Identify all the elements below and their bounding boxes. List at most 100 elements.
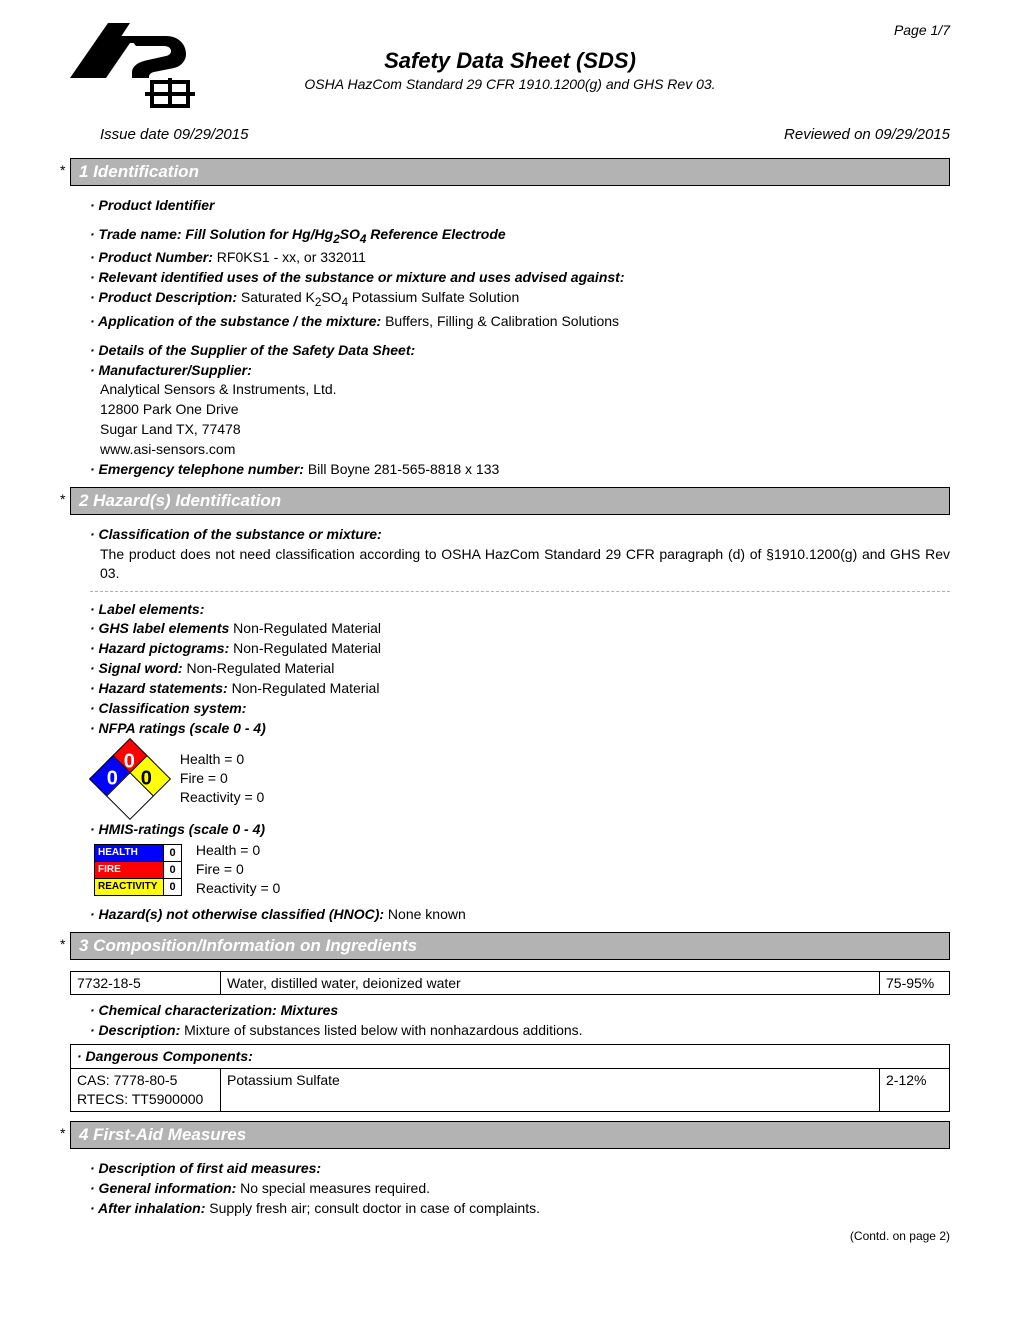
- asterisk-icon: *: [60, 491, 65, 507]
- company-logo: [70, 18, 200, 108]
- manufacturer-label: · Manufacturer/Supplier:: [90, 362, 252, 378]
- trade-name-label: · Trade name: Fill Solution for Hg/Hg: [90, 226, 333, 242]
- hmis-react-label: REACTIVITY: [95, 879, 163, 895]
- hmis-label: · HMIS-ratings (scale 0 - 4): [90, 821, 265, 837]
- product-number-value: RF0KS1 - xx, or 332011: [213, 249, 366, 265]
- hmis-health-text: Health = 0: [196, 841, 280, 860]
- composition-table-2: · Dangerous Components: CAS: 7778-80-5 R…: [70, 1044, 950, 1112]
- asterisk-icon: *: [60, 1125, 65, 1141]
- section-3: * 3 Composition/Information on Ingredien…: [70, 932, 950, 960]
- doc-title: Safety Data Sheet (SDS): [70, 48, 950, 74]
- hmis-fire-val: 0: [163, 862, 181, 878]
- comp2-cas: CAS: 7778-80-5: [77, 1071, 214, 1090]
- product-desc-tail: Potassium Sulfate Solution: [348, 289, 519, 305]
- product-desc-mid: SO: [321, 289, 341, 305]
- application-value: Buffers, Filling & Calibration Solutions: [381, 313, 619, 329]
- comp2-rtecs: RTECS: TT5900000: [77, 1090, 214, 1109]
- comp2-pct: 2-12%: [880, 1069, 950, 1112]
- contd-footer: (Contd. on page 2): [0, 1229, 1020, 1243]
- manufacturer-web: www.asi-sensors.com: [90, 440, 950, 459]
- relevant-uses-label: · Relevant identified uses of the substa…: [90, 269, 624, 285]
- section-1-body: · Product Identifier · Trade name: Fill …: [70, 189, 950, 484]
- reviewed-on: Reviewed on 09/29/2015: [784, 126, 950, 143]
- nfpa-react-text: Reactivity = 0: [180, 788, 264, 807]
- hmis-health-label: HEALTH: [95, 845, 163, 861]
- desc-value: Mixture of substances listed below with …: [180, 1022, 582, 1038]
- composition-table-1: 7732-18-5 Water, distilled water, deioni…: [70, 971, 950, 996]
- comp2-name: Potassium Sulfate: [221, 1069, 880, 1112]
- chem-char-label: · Chemical characterization: Mixtures: [90, 1002, 338, 1018]
- section-1: * 1 Identification: [70, 158, 950, 186]
- table-row: CAS: 7778-80-5 RTECS: TT5900000 Potassiu…: [71, 1069, 950, 1112]
- hnoc-label: · Hazard(s) not otherwise classified (HN…: [90, 906, 384, 922]
- emergency-label: · Emergency telephone number:: [90, 461, 304, 477]
- nfpa-label: · NFPA ratings (scale 0 - 4): [90, 720, 266, 736]
- class-system-label: · Classification system:: [90, 700, 246, 716]
- product-identifier-label: · Product Identifier: [90, 197, 214, 213]
- dates-row: Issue date 09/29/2015 Reviewed on 09/29/…: [0, 102, 1020, 153]
- table-row: 7732-18-5 Water, distilled water, deioni…: [71, 971, 950, 995]
- hmis-fire-row: FIRE 0: [94, 861, 182, 879]
- comp2-cas-cell: CAS: 7778-80-5 RTECS: TT5900000: [71, 1069, 221, 1112]
- manufacturer-addr1: 12800 Park One Drive: [90, 400, 950, 419]
- content: * 1 Identification · Product Identifier …: [0, 153, 1020, 1223]
- section-2: * 2 Hazard(s) Identification: [70, 487, 950, 515]
- product-desc-label: · Product Description:: [90, 289, 237, 305]
- hmis-react-row: REACTIVITY 0: [94, 878, 182, 896]
- general-value: No special measures required.: [236, 1180, 430, 1196]
- pictograms-value: Non-Regulated Material: [229, 640, 381, 656]
- section-2-body: · Classification of the substance or mix…: [70, 518, 950, 929]
- trade-name-tail: Reference Electrode: [366, 226, 505, 242]
- signal-value: Non-Regulated Material: [183, 660, 335, 676]
- general-label: · General information:: [90, 1180, 236, 1196]
- hmis-text: Health = 0 Fire = 0 Reactivity = 0: [196, 841, 280, 898]
- page-header: Page 1/7 Safety Data Sheet (SDS) OSHA Ha…: [0, 0, 1020, 102]
- comp1-name: Water, distilled water, deionized water: [221, 971, 880, 995]
- statements-label: · Hazard statements:: [90, 680, 228, 696]
- ghs-value: Non-Regulated Material: [229, 620, 381, 636]
- pictograms-label: · Hazard pictograms:: [90, 640, 229, 656]
- dangerous-label: · Dangerous Components:: [71, 1045, 950, 1069]
- emergency-value: Bill Boyne 281-565-8818 x 133: [304, 461, 499, 477]
- inhalation-label: · After inhalation:: [90, 1200, 205, 1216]
- manufacturer-addr2: Sugar Land TX, 77478: [90, 420, 950, 439]
- application-label: · Application of the substance / the mix…: [90, 313, 381, 329]
- hmis-fire-label: FIRE: [95, 862, 163, 878]
- hmis-react-val: 0: [163, 879, 181, 895]
- comp1-cas: 7732-18-5: [71, 971, 221, 995]
- comp1-pct: 75-95%: [880, 971, 950, 995]
- asterisk-icon: *: [60, 936, 65, 952]
- classification-label: · Classification of the substance or mix…: [90, 526, 382, 542]
- section-3-header: 3 Composition/Information on Ingredients: [70, 932, 950, 960]
- doc-subtitle: OSHA HazCom Standard 29 CFR 1910.1200(g)…: [70, 76, 950, 92]
- hmis-bars: HEALTH 0 FIRE 0 REACTIVITY 0: [94, 844, 182, 895]
- inhalation-value: Supply fresh air; consult doctor in case…: [205, 1200, 540, 1216]
- manufacturer-name: Analytical Sensors & Instruments, Ltd.: [90, 380, 950, 399]
- nfpa-block: 0 0 0 Health = 0 Fire = 0 Reactivity = 0: [90, 739, 950, 819]
- section-3-body: 7732-18-5 Water, distilled water, deioni…: [70, 963, 950, 1118]
- ghs-label: · GHS label elements: [90, 620, 229, 636]
- hmis-block: HEALTH 0 FIRE 0 REACTIVITY 0 Health = 0 …: [90, 840, 950, 899]
- title-block: Safety Data Sheet (SDS) OSHA HazCom Stan…: [70, 18, 950, 92]
- product-number-label: · Product Number:: [90, 249, 213, 265]
- section-4-body: · Description of first aid measures: · G…: [70, 1152, 950, 1223]
- section-1-header: 1 Identification: [70, 158, 950, 186]
- trade-name-mid: SO: [340, 226, 360, 242]
- classification-text: The product does not need classification…: [90, 545, 950, 583]
- section-4-header: 4 First-Aid Measures: [70, 1121, 950, 1149]
- nfpa-text: Health = 0 Fire = 0 Reactivity = 0: [180, 750, 264, 807]
- signal-label: · Signal word:: [90, 660, 183, 676]
- issue-date: Issue date 09/29/2015: [100, 126, 248, 143]
- logo-svg: [70, 18, 200, 108]
- hmis-health-row: HEALTH 0: [94, 844, 182, 862]
- section-4: * 4 First-Aid Measures: [70, 1121, 950, 1149]
- label-elements: · Label elements:: [90, 601, 204, 617]
- divider: [90, 591, 950, 592]
- table-header-row: · Dangerous Components:: [71, 1045, 950, 1069]
- nfpa-diamond: 0 0 0: [94, 743, 166, 815]
- nfpa-health-text: Health = 0: [180, 750, 264, 769]
- statements-value: Non-Regulated Material: [228, 680, 380, 696]
- hnoc-value: None known: [384, 906, 466, 922]
- desc-label: · Description:: [90, 1022, 180, 1038]
- nfpa-fire-text: Fire = 0: [180, 769, 264, 788]
